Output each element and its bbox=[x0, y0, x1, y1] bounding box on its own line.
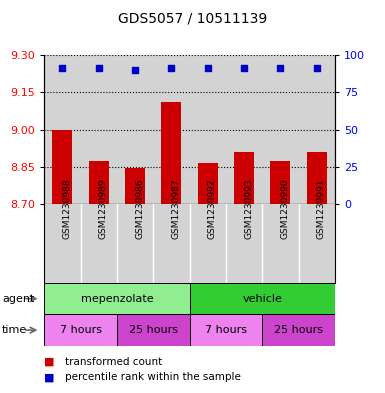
Text: GSM1230990: GSM1230990 bbox=[280, 178, 290, 239]
Text: ■: ■ bbox=[44, 372, 55, 382]
Text: GDS5057 / 10511139: GDS5057 / 10511139 bbox=[118, 12, 267, 26]
Text: vehicle: vehicle bbox=[242, 294, 282, 304]
Bar bbox=[190, 314, 262, 346]
Text: transformed count: transformed count bbox=[65, 356, 163, 367]
Point bbox=[132, 67, 138, 73]
Point bbox=[168, 65, 174, 72]
Text: mepenzolate: mepenzolate bbox=[80, 294, 153, 304]
Point bbox=[59, 65, 65, 72]
Text: 25 hours: 25 hours bbox=[274, 325, 323, 335]
Text: ■: ■ bbox=[44, 356, 55, 367]
Point bbox=[241, 65, 247, 72]
Point bbox=[277, 65, 283, 72]
Text: GSM1230992: GSM1230992 bbox=[208, 178, 217, 239]
Bar bbox=[270, 161, 290, 204]
Text: agent: agent bbox=[2, 294, 34, 304]
Text: percentile rank within the sample: percentile rank within the sample bbox=[65, 372, 241, 382]
Text: GSM1230989: GSM1230989 bbox=[99, 178, 108, 239]
Bar bbox=[89, 161, 109, 204]
Text: 25 hours: 25 hours bbox=[129, 325, 178, 335]
Bar bbox=[307, 152, 327, 204]
Point bbox=[96, 65, 102, 72]
Bar bbox=[161, 102, 181, 204]
Text: GSM1230991: GSM1230991 bbox=[317, 178, 326, 239]
Bar bbox=[234, 152, 254, 204]
Bar bbox=[190, 283, 335, 314]
Bar bbox=[125, 168, 145, 204]
Point bbox=[314, 65, 320, 72]
Text: time: time bbox=[2, 325, 27, 335]
Text: 7 hours: 7 hours bbox=[205, 325, 247, 335]
Text: GSM1230993: GSM1230993 bbox=[244, 178, 253, 239]
Point bbox=[205, 65, 211, 72]
Bar bbox=[262, 314, 335, 346]
Bar bbox=[117, 314, 190, 346]
Bar bbox=[44, 314, 117, 346]
Text: GSM1230988: GSM1230988 bbox=[62, 178, 72, 239]
Text: 7 hours: 7 hours bbox=[60, 325, 102, 335]
Bar bbox=[52, 130, 72, 204]
Text: GSM1230986: GSM1230986 bbox=[135, 178, 144, 239]
Text: GSM1230987: GSM1230987 bbox=[171, 178, 181, 239]
Bar bbox=[198, 163, 218, 204]
Bar bbox=[44, 283, 190, 314]
